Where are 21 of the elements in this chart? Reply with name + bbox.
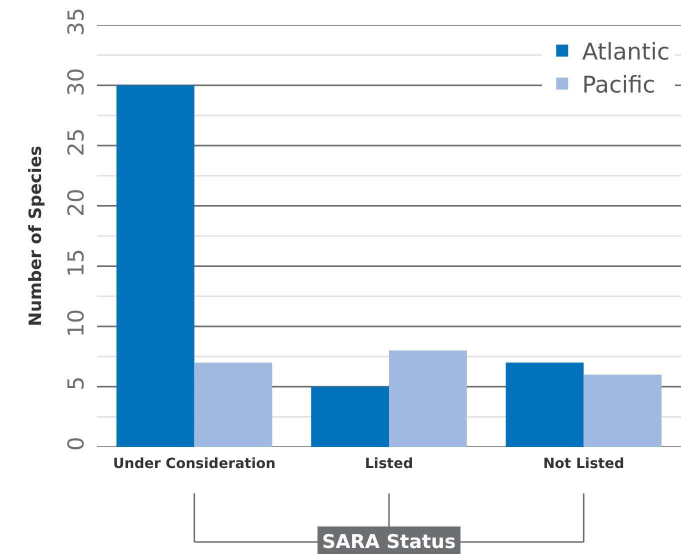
bar [584, 374, 662, 447]
y-tick-label: 20 [64, 188, 90, 217]
y-tick-label: 25 [64, 128, 90, 156]
bar [311, 386, 389, 447]
y-tick-label: 15 [64, 248, 90, 277]
y-tick-label: 30 [64, 68, 90, 96]
x-axis-title: SARA Status [322, 531, 456, 553]
y-tick-label: 0 [64, 436, 90, 451]
y-axis-title: Number of Species [26, 146, 46, 326]
legend-label: Pacific [582, 72, 656, 99]
y-tick-label: 35 [64, 8, 90, 36]
bar [116, 85, 194, 447]
bar [389, 350, 467, 447]
y-tick-label: 10 [64, 309, 90, 338]
x-tick-label: Not Listed [543, 456, 624, 472]
x-tick-label: Under Consideration [113, 456, 276, 472]
y-tick-label: 5 [64, 376, 90, 390]
bar [194, 362, 272, 447]
x-tick-label: Listed [364, 456, 414, 472]
bar [506, 362, 584, 447]
legend-label: Atlantic [582, 40, 670, 66]
